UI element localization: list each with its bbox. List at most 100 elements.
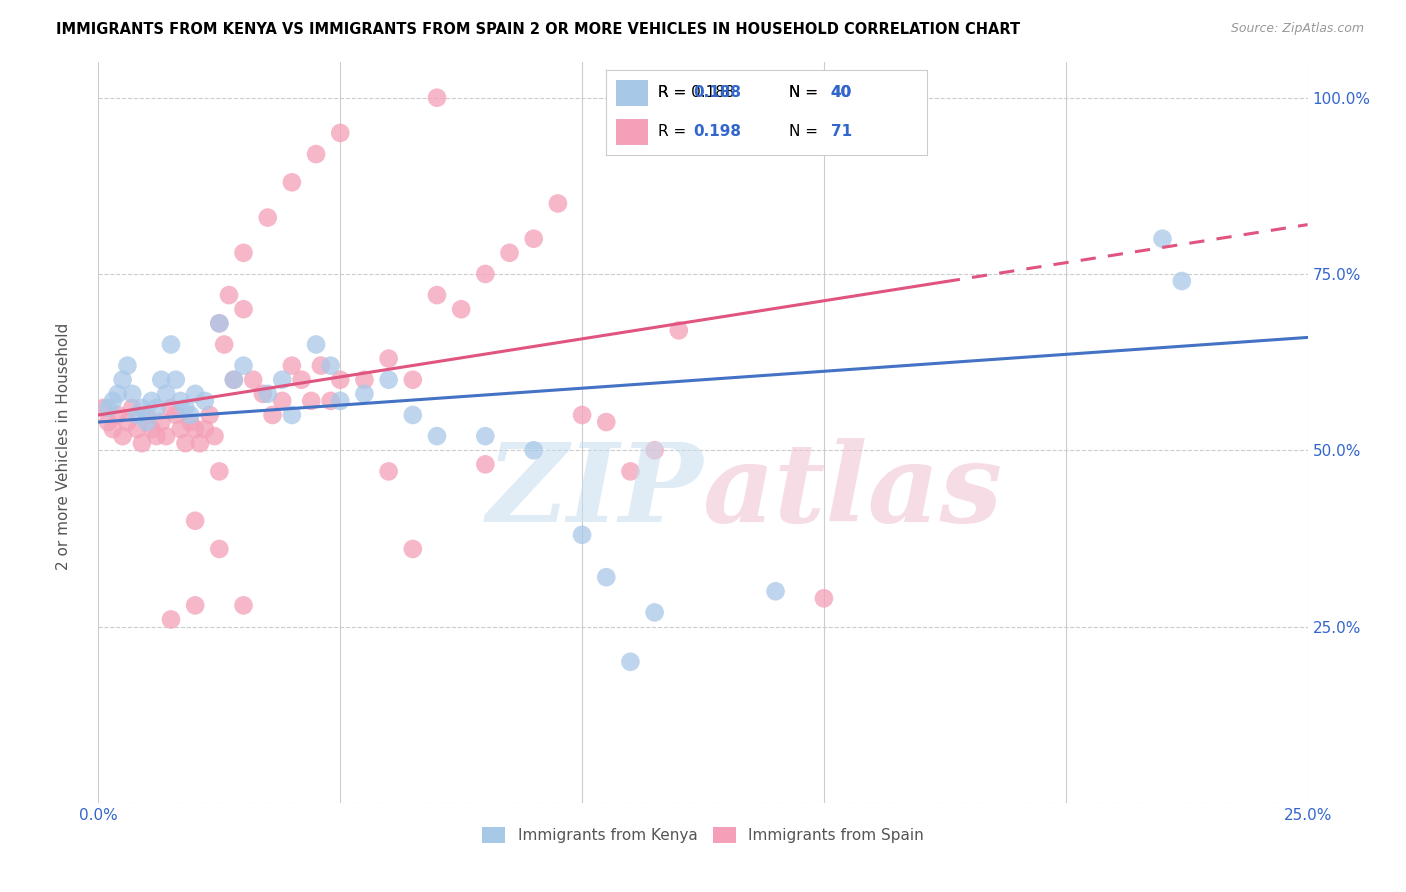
Point [450, 302, 472, 317]
Point [232, 599, 254, 613]
Point [208, 541, 231, 556]
Point [160, 337, 183, 351]
Point [111, 429, 134, 443]
Point [377, 373, 399, 387]
Point [242, 373, 264, 387]
Point [194, 422, 217, 436]
Point [668, 323, 690, 337]
Point [523, 443, 546, 458]
Point [165, 408, 187, 422]
Point [290, 373, 312, 387]
Point [547, 196, 569, 211]
Point [377, 351, 399, 366]
Point [353, 387, 375, 401]
Point [127, 422, 149, 436]
Point [101, 393, 124, 408]
Point [329, 126, 352, 140]
Point [184, 514, 207, 528]
Point [309, 359, 332, 373]
Point [571, 528, 593, 542]
Point [299, 393, 322, 408]
Point [208, 464, 231, 478]
Point [174, 401, 197, 415]
Point [402, 408, 425, 422]
Point [107, 408, 129, 422]
Point [619, 464, 641, 478]
Point [208, 316, 231, 330]
Point [184, 599, 207, 613]
Point [101, 422, 124, 436]
Point [127, 408, 149, 422]
Point [218, 288, 240, 302]
Point [107, 387, 129, 401]
Point [141, 393, 163, 408]
Point [150, 415, 173, 429]
Point [179, 415, 201, 429]
Point [252, 387, 274, 401]
Point [212, 337, 235, 351]
Point [305, 337, 328, 351]
Point [271, 393, 294, 408]
Point [155, 387, 177, 401]
Point [97, 401, 120, 415]
Point [595, 415, 617, 429]
Point [329, 393, 352, 408]
Point [169, 393, 191, 408]
Point [204, 429, 226, 443]
Point [160, 612, 183, 626]
Point [198, 408, 221, 422]
Point [145, 401, 167, 415]
Point [174, 436, 197, 450]
Point [474, 458, 496, 472]
Point [232, 245, 254, 260]
Point [281, 408, 304, 422]
Point [91, 401, 114, 415]
Point [188, 436, 211, 450]
Point [194, 393, 217, 408]
Point [765, 584, 787, 599]
Point [97, 415, 120, 429]
Point [256, 387, 278, 401]
Point [165, 373, 187, 387]
Point [426, 288, 449, 302]
Legend: Immigrants from Kenya, Immigrants from Spain: Immigrants from Kenya, Immigrants from S… [475, 820, 931, 851]
Text: Source: ZipAtlas.com: Source: ZipAtlas.com [1230, 22, 1364, 36]
Point [179, 408, 201, 422]
Text: ZIP: ZIP [486, 438, 703, 546]
Point [121, 387, 143, 401]
Point [117, 415, 139, 429]
Point [262, 408, 284, 422]
Point [141, 422, 163, 436]
Point [329, 373, 352, 387]
Point [155, 429, 177, 443]
Point [281, 175, 304, 189]
Point [1171, 274, 1194, 288]
Text: IMMIGRANTS FROM KENYA VS IMMIGRANTS FROM SPAIN 2 OR MORE VEHICLES IN HOUSEHOLD C: IMMIGRANTS FROM KENYA VS IMMIGRANTS FROM… [56, 22, 1021, 37]
Point [402, 373, 425, 387]
Point [377, 464, 399, 478]
Text: atlas: atlas [703, 438, 1004, 546]
Point [222, 373, 245, 387]
Point [305, 147, 328, 161]
Point [208, 316, 231, 330]
Point [271, 373, 294, 387]
Point [117, 359, 139, 373]
Point [1152, 232, 1174, 246]
Point [644, 606, 666, 620]
Point [135, 415, 157, 429]
Point [150, 373, 173, 387]
Point [281, 359, 304, 373]
Point [595, 570, 617, 584]
Point [319, 393, 342, 408]
Point [353, 373, 375, 387]
Point [131, 401, 153, 415]
Point [145, 429, 167, 443]
Text: 2 or more Vehicles in Household: 2 or more Vehicles in Household [56, 322, 70, 570]
Point [184, 387, 207, 401]
Point [319, 359, 342, 373]
Point [232, 359, 254, 373]
Point [131, 436, 153, 450]
Point [402, 541, 425, 556]
Point [644, 443, 666, 458]
Point [232, 302, 254, 317]
